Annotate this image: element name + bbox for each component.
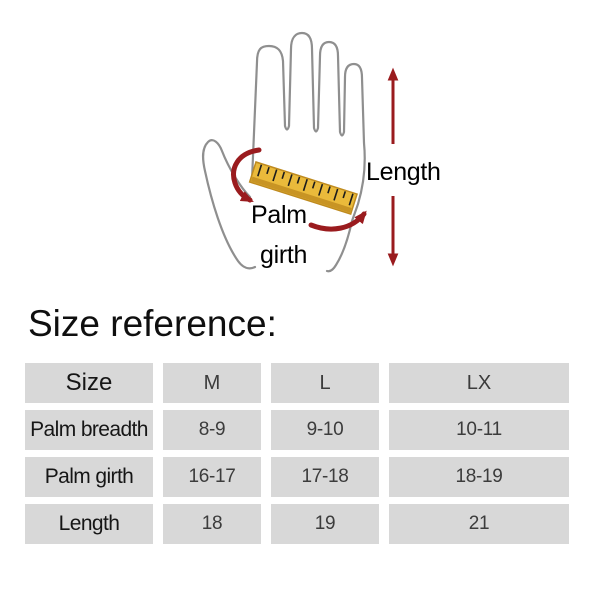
hand-illustration [201, 31, 399, 273]
palm-girth-label-line1: Palm [251, 201, 307, 229]
cell-palm-breadth-m: 8-9 [163, 410, 261, 450]
table-header-size: Size [25, 363, 153, 403]
size-reference-table: Size M L LX Palm breadth 8-9 9-10 10-11 … [25, 363, 569, 544]
row-label-palm-girth: Palm girth [25, 457, 153, 497]
cell-palm-girth-l: 17-18 [271, 457, 379, 497]
cell-palm-breadth-lx: 10-11 [389, 410, 569, 450]
palm-girth-arrow-right-icon [308, 210, 367, 232]
cell-palm-girth-m: 16-17 [163, 457, 261, 497]
table-header-lx: LX [389, 363, 569, 403]
palm-girth-arrow-left-icon [231, 147, 262, 203]
cell-length-l: 19 [271, 504, 379, 544]
measurement-diagram: Length Palm girth [201, 31, 441, 273]
row-label-length: Length [25, 504, 153, 544]
row-label-palm-breadth: Palm breadth [25, 410, 153, 450]
hand-outline [250, 31, 366, 273]
cell-length-m: 18 [163, 504, 261, 544]
table-header-l: L [271, 363, 379, 403]
length-label: Length [366, 158, 441, 186]
ruler-icon [248, 161, 358, 216]
cell-length-lx: 21 [389, 504, 569, 544]
table-header-m: M [163, 363, 261, 403]
page-title: Size reference: [28, 303, 277, 344]
cell-palm-girth-lx: 18-19 [389, 457, 569, 497]
cell-palm-breadth-l: 9-10 [271, 410, 379, 450]
thumb-outline [201, 139, 257, 270]
palm-girth-label-line2: girth [260, 241, 308, 269]
